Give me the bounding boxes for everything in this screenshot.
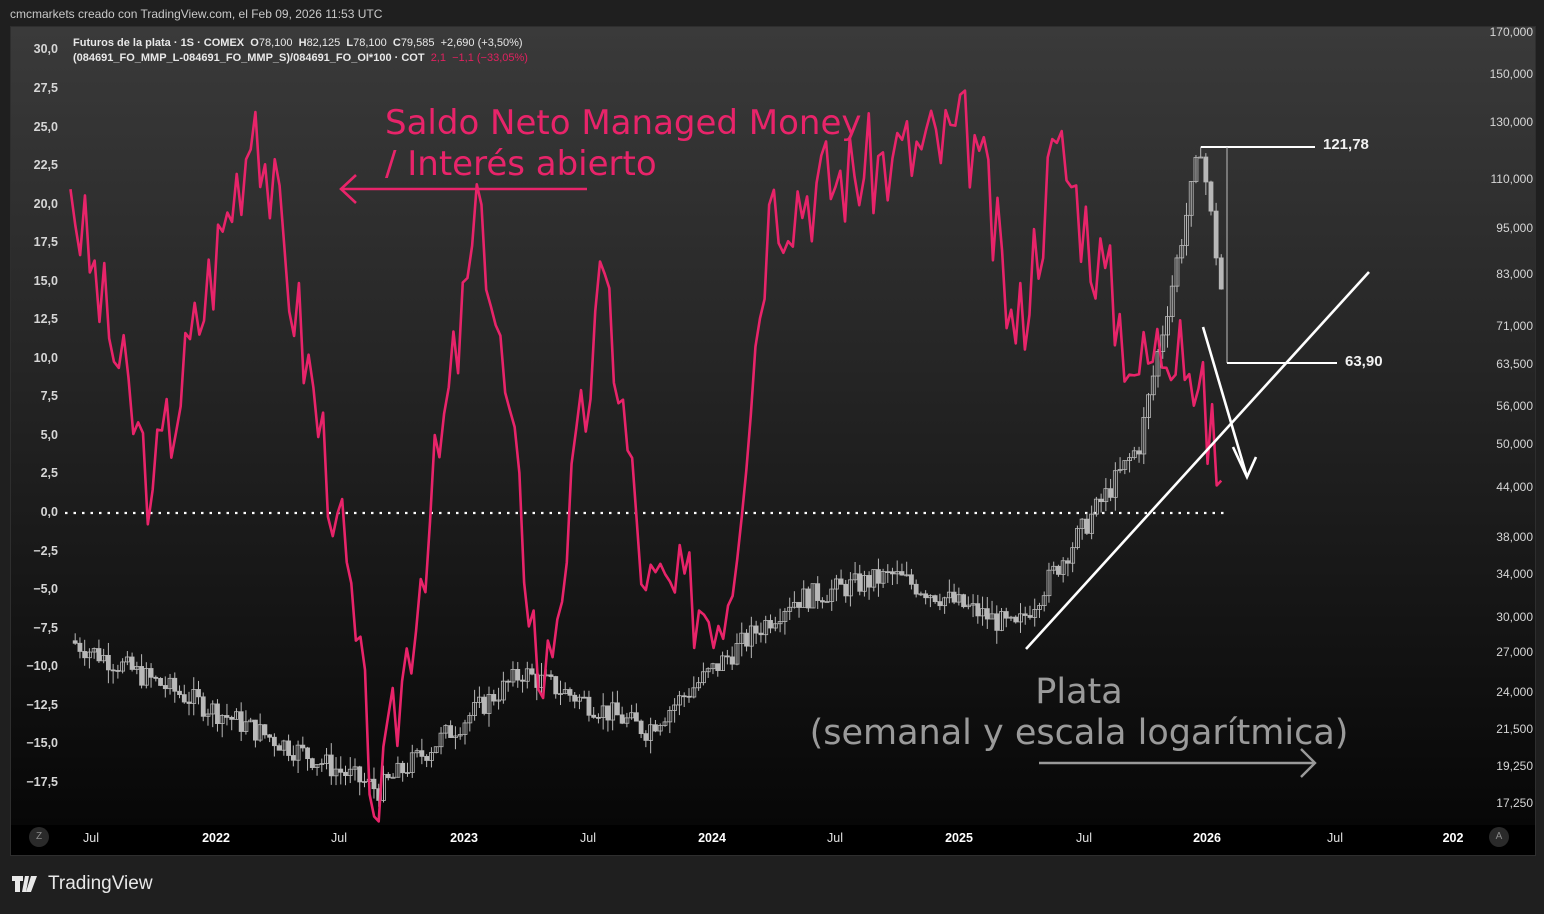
close-label: C bbox=[392, 37, 401, 49]
time-axis-tick: 2023 bbox=[450, 831, 478, 845]
right-axis-tick: 170,000 bbox=[1489, 26, 1533, 39]
chart-plot[interactable] bbox=[11, 27, 1535, 825]
right-axis-tick: 24,000 bbox=[1496, 684, 1533, 699]
time-axis-tick: 2022 bbox=[202, 831, 230, 845]
down-arrow-icon bbox=[1201, 326, 1249, 478]
right-axis-tick: 95,000 bbox=[1496, 221, 1533, 236]
annotation-line-1: Saldo Neto Managed Money bbox=[385, 103, 862, 143]
time-axis-tick: 2025 bbox=[945, 831, 973, 845]
time-axis-tick: Jul bbox=[83, 831, 99, 845]
brand-name: TradingView bbox=[48, 873, 153, 894]
chart-legend: Futuros de la plata · 1S · COMEX O78,100… bbox=[73, 36, 528, 66]
right-axis-tick: 150,000 bbox=[1489, 67, 1533, 82]
tradingview-logo-icon bbox=[12, 876, 37, 892]
right-axis-tick: 83,000 bbox=[1496, 266, 1533, 281]
left-axis-tick: 20,0 bbox=[33, 196, 58, 211]
candlestick-series bbox=[72, 146, 1224, 807]
symbol-title: Futuros de la plata · 1S · COMEX bbox=[73, 37, 245, 49]
right-axis-tick: 110,000 bbox=[1490, 171, 1534, 186]
annotation-scale: (semanal y escala logarítmica) bbox=[809, 713, 1349, 753]
right-axis-tick: 34,000 bbox=[1496, 567, 1533, 582]
high-value: 82,125 bbox=[306, 37, 341, 49]
chart-pane[interactable]: Futuros de la plata · 1S · COMEX O78,100… bbox=[10, 26, 1536, 856]
zoom-reset-button[interactable]: Z bbox=[29, 827, 49, 847]
left-axis-tick: −7,5 bbox=[33, 620, 58, 635]
left-axis-tick: 12,5 bbox=[33, 312, 58, 327]
time-axis-tick: Jul bbox=[1076, 831, 1092, 845]
right-axis-tick: 71,000 bbox=[1496, 319, 1533, 334]
left-axis-tick: 2,5 bbox=[40, 466, 58, 481]
right-axis-tick: 21,500 bbox=[1496, 721, 1533, 736]
left-axis-tick: −5,0 bbox=[33, 582, 58, 597]
open-label: O bbox=[250, 37, 259, 49]
tradingview-logo[interactable]: TradingView bbox=[12, 873, 153, 895]
right-axis-tick: 44,000 bbox=[1496, 480, 1533, 495]
down-arrow-head-icon bbox=[1231, 446, 1258, 481]
time-axis-tick: Jul bbox=[580, 831, 596, 845]
time-axis-tick: 2026 bbox=[1193, 831, 1221, 845]
price-annotation: Plata (semanal y escala logarítmica) bbox=[799, 672, 1359, 754]
left-axis-tick: 25,0 bbox=[33, 119, 58, 134]
main-series-legend[interactable]: Futuros de la plata · 1S · COMEX O78,100… bbox=[73, 36, 528, 51]
left-axis-tick: 17,5 bbox=[33, 235, 58, 250]
right-axis-tick: 17,250 bbox=[1496, 796, 1533, 810]
left-axis-tick: −17,5 bbox=[26, 774, 58, 789]
left-axis-tick: 27,5 bbox=[33, 80, 58, 95]
time-axis-tick: Jul bbox=[1327, 831, 1343, 845]
left-axis-tick: 0,0 bbox=[40, 505, 58, 519]
right-axis-tick: 50,000 bbox=[1496, 437, 1533, 452]
right-axis-tick: 30,000 bbox=[1496, 609, 1533, 624]
annotation-plata: Plata bbox=[1035, 672, 1123, 712]
indicator-change: −1,1 (−33,05%) bbox=[452, 52, 528, 64]
time-axis-tick: Jul bbox=[331, 831, 347, 845]
left-axis-tick: 5,0 bbox=[40, 427, 58, 442]
close-value: 79,585 bbox=[400, 37, 435, 49]
time-axis-tick: 2024 bbox=[698, 831, 726, 845]
time-axis-tick: Jul bbox=[827, 831, 843, 845]
time-axis-tick: 202 bbox=[1442, 831, 1464, 845]
low-value: 78,100 bbox=[353, 37, 387, 49]
low-level-label: 63,90 bbox=[1345, 353, 1383, 370]
time-axis[interactable]: Jul 2022 Jul 2023 Jul 2024 Jul 2025 Jul 2026 Jul 20… bbox=[11, 825, 1535, 855]
change-value: +2,690 (+3,50%) bbox=[440, 37, 523, 49]
indicator-formula: (084691_FO_MMP_L-084691_FO_MMP_S)/084691… bbox=[73, 52, 425, 64]
right-axis-tick: 19,250 bbox=[1496, 759, 1533, 774]
right-axis-tick: 38,000 bbox=[1496, 529, 1533, 544]
low-label: L bbox=[346, 37, 354, 49]
chart-attribution: cmcmarkets creado con TradingView.com, e… bbox=[10, 7, 383, 21]
indicator-legend[interactable]: (084691_FO_MMP_L-084691_FO_MMP_S)/084691… bbox=[73, 51, 528, 66]
right-axis-tick: 63,500 bbox=[1496, 356, 1533, 371]
high-label: H bbox=[298, 37, 307, 49]
indicator-annotation: Saldo Neto Managed Money / Interés abier… bbox=[385, 103, 862, 185]
left-arrow-head-icon bbox=[339, 174, 357, 204]
right-axis-tick: 56,000 bbox=[1496, 399, 1533, 414]
left-axis-tick: 10,0 bbox=[33, 350, 58, 365]
right-arrow-head-icon bbox=[1300, 748, 1317, 778]
left-axis-tick: 15,0 bbox=[33, 273, 58, 288]
indicator-line bbox=[69, 89, 1223, 823]
left-axis-tick: 7,5 bbox=[40, 389, 58, 404]
left-axis-tick: −10,0 bbox=[26, 659, 58, 674]
uptrend-line bbox=[1025, 271, 1370, 650]
left-axis-tick: −12,5 bbox=[26, 697, 58, 712]
right-axis-tick: 130,000 bbox=[1489, 115, 1533, 130]
right-axis-tick: 27,000 bbox=[1496, 645, 1533, 660]
left-axis-tick: 22,5 bbox=[33, 158, 58, 173]
left-axis-tick: 30,0 bbox=[33, 42, 58, 57]
left-axis-tick: −2,5 bbox=[33, 543, 58, 558]
annotation-line-2: / Interés abierto bbox=[385, 144, 657, 184]
left-axis-tick: −15,0 bbox=[26, 736, 58, 751]
open-value: 78,100 bbox=[258, 37, 293, 49]
indicator-value: 2,1 bbox=[430, 52, 446, 64]
high-level-label: 121,78 bbox=[1323, 136, 1369, 153]
auto-scale-button[interactable]: A bbox=[1489, 827, 1509, 847]
